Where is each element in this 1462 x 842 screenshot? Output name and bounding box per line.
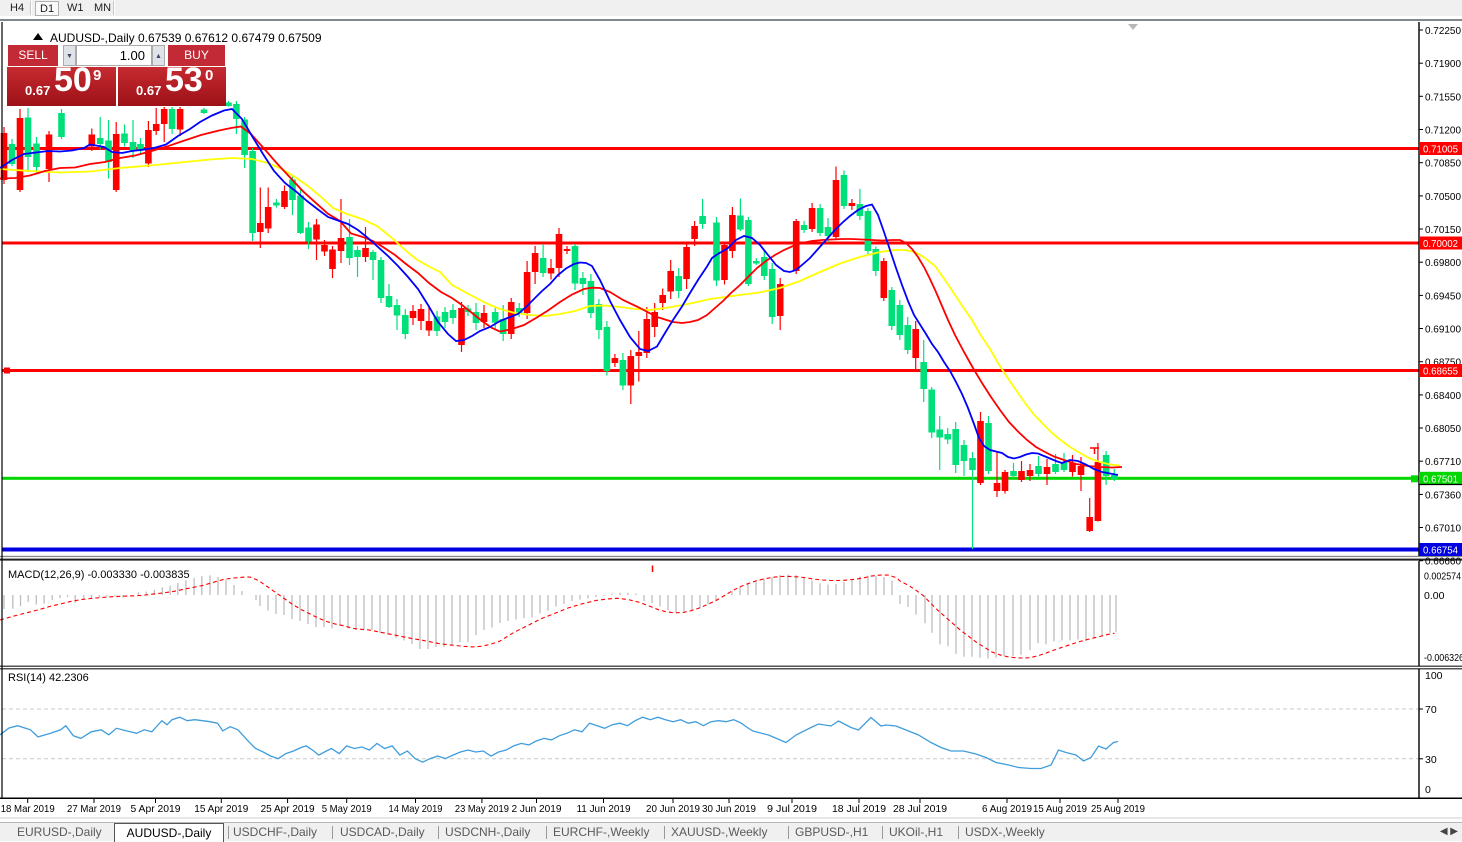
svg-text:0.002574: 0.002574 [1424, 570, 1461, 582]
svg-text:6 Aug 2019: 6 Aug 2019 [982, 803, 1032, 815]
svg-text:0.71900: 0.71900 [1425, 58, 1461, 70]
svg-text:0.71005: 0.71005 [1423, 144, 1458, 156]
svg-text:0.70850: 0.70850 [1425, 158, 1461, 170]
svg-text:0.70500: 0.70500 [1425, 191, 1461, 203]
svg-text:30 Jun 2019: 30 Jun 2019 [702, 803, 756, 815]
svg-text:18 Jul 2019: 18 Jul 2019 [832, 803, 886, 815]
svg-text:70: 70 [1425, 704, 1437, 716]
svg-text:0.67010: 0.67010 [1425, 523, 1461, 535]
svg-text:RSI(14) 42.2306: RSI(14) 42.2306 [8, 672, 89, 684]
svg-text:0.68400: 0.68400 [1425, 390, 1461, 402]
svg-text:9 Jul 2019: 9 Jul 2019 [767, 803, 817, 815]
svg-text:0.69450: 0.69450 [1425, 290, 1461, 302]
svg-text:2 Jun 2019: 2 Jun 2019 [512, 803, 562, 815]
svg-text:0.67710: 0.67710 [1425, 456, 1461, 468]
svg-text:0.68655: 0.68655 [1423, 366, 1458, 378]
svg-text:0.67360: 0.67360 [1425, 489, 1461, 501]
svg-text:0.69100: 0.69100 [1425, 324, 1461, 336]
svg-text:15 Aug 2019: 15 Aug 2019 [1033, 803, 1087, 815]
svg-text:15 Apr 2019: 15 Apr 2019 [194, 803, 248, 815]
svg-text:100: 100 [1425, 670, 1443, 682]
svg-text:0.67501: 0.67501 [1423, 473, 1458, 485]
svg-text:0.69800: 0.69800 [1425, 257, 1461, 269]
svg-text:0.70002: 0.70002 [1423, 238, 1458, 250]
svg-text:0.70150: 0.70150 [1425, 224, 1461, 236]
svg-text:0.71200: 0.71200 [1425, 125, 1461, 137]
svg-text:0.68050: 0.68050 [1425, 423, 1461, 435]
svg-text:5 Apr 2019: 5 Apr 2019 [131, 803, 181, 815]
svg-text:14 May 2019: 14 May 2019 [389, 803, 443, 815]
svg-text:30: 30 [1425, 754, 1437, 766]
svg-text:25 Aug 2019: 25 Aug 2019 [1091, 803, 1145, 815]
svg-text:28 Jul 2019: 28 Jul 2019 [893, 803, 947, 815]
svg-text:0.72250: 0.72250 [1425, 25, 1461, 37]
svg-text:AUDUSD-,Daily 0.67539 0.67612: AUDUSD-,Daily 0.67539 0.67612 0.67479 0.… [50, 31, 322, 45]
svg-text:25 Apr 2019: 25 Apr 2019 [261, 803, 315, 815]
svg-text:0.71550: 0.71550 [1425, 91, 1461, 103]
svg-text:23 May 2019: 23 May 2019 [455, 803, 509, 815]
svg-text:0: 0 [1425, 784, 1431, 796]
svg-text:20 Jun 2019: 20 Jun 2019 [646, 803, 700, 815]
svg-text:0.66660: 0.66660 [1425, 556, 1461, 568]
svg-text:11 Jun 2019: 11 Jun 2019 [577, 803, 631, 815]
svg-text:18 Mar 2019: 18 Mar 2019 [1, 803, 55, 815]
svg-text:5 May 2019: 5 May 2019 [322, 803, 372, 815]
svg-text:MACD(12,26,9) -0.003330 -0.003: MACD(12,26,9) -0.003330 -0.003835 [8, 569, 190, 581]
svg-text:0.00: 0.00 [1424, 590, 1445, 602]
svg-text:27 Mar 2019: 27 Mar 2019 [67, 803, 121, 815]
svg-text:0.66754: 0.66754 [1423, 545, 1458, 557]
svg-text:-0.006326: -0.006326 [1424, 652, 1462, 664]
